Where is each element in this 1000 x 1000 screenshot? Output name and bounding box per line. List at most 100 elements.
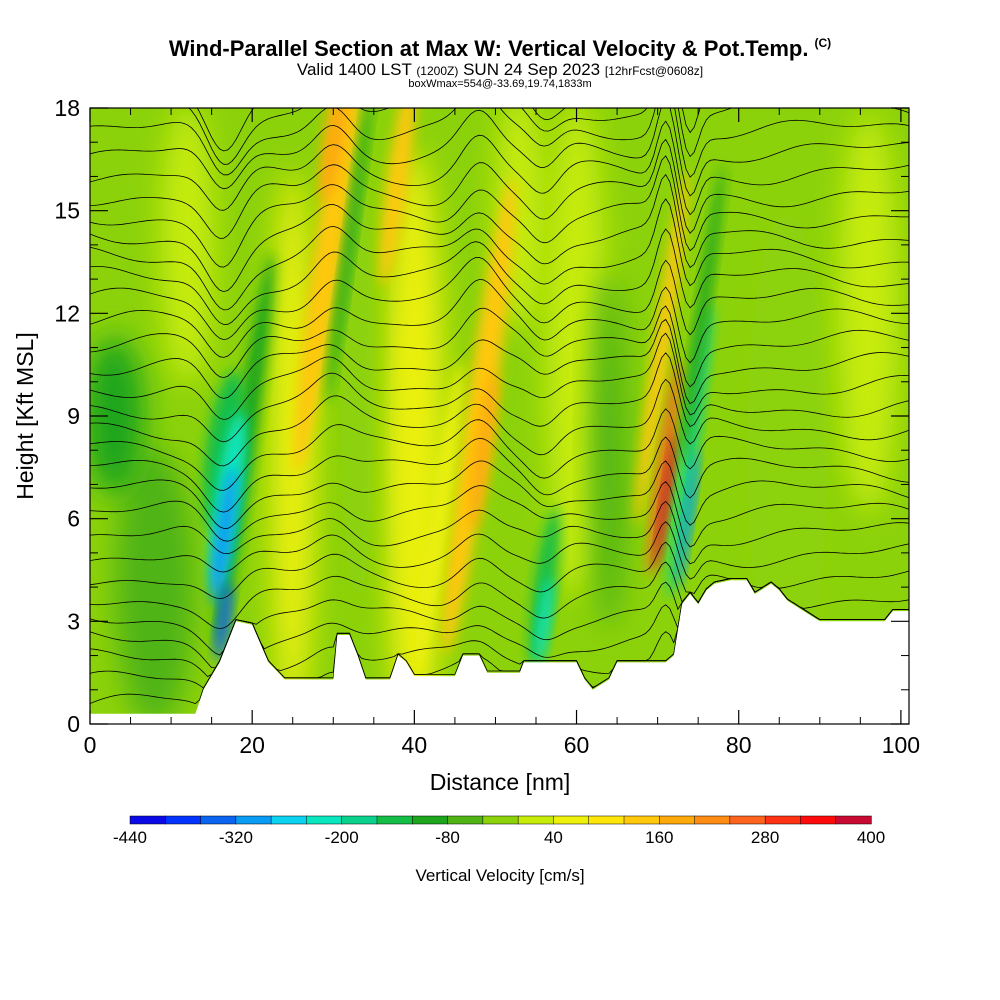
w-core [294, 108, 365, 473]
theta-contour [90, 332, 909, 420]
colorbar-swatch [306, 815, 343, 825]
w-core [443, 178, 516, 654]
theta-contour [90, 541, 909, 600]
theta-contour [90, 305, 909, 388]
colorbar-swatch [835, 815, 872, 825]
chart-title: Wind-Parallel Section at Max W: Vertical… [168, 36, 832, 61]
colorbar-tick-label: -200 [325, 828, 359, 847]
y-axis-label: Height [Kft MSL] [12, 332, 38, 499]
w-region [114, 447, 195, 724]
colorbar-swatch [412, 815, 449, 825]
colorbar-swatch [694, 815, 731, 825]
x-tick-label: 40 [402, 732, 428, 758]
theta-contour [90, 138, 909, 239]
w-core [379, 108, 417, 286]
theta-contour [188, 108, 909, 165]
theta-contour [90, 120, 909, 216]
colorbar-tick-label: 280 [751, 828, 779, 847]
theta-contour [90, 108, 909, 178]
colorbar-swatch [800, 815, 837, 825]
colorbar-tick-label: 160 [645, 828, 673, 847]
copyright-mark: (C) [814, 36, 832, 50]
x-tick-label: 80 [726, 732, 752, 758]
w-region [270, 170, 315, 724]
y-tick-label: 0 [67, 711, 80, 737]
colorbar-swatch [376, 815, 413, 825]
w-core [215, 581, 232, 661]
colorbar-swatch [623, 815, 660, 825]
theta-contour [90, 436, 909, 513]
w-core [320, 108, 347, 202]
x-axis: 0 20 40 60 80 100 [84, 108, 920, 758]
theta-contour [90, 155, 909, 268]
colorbar-tick-label: -320 [219, 828, 253, 847]
y-tick-label: 18 [54, 95, 80, 121]
colorbar-swatch [341, 815, 378, 825]
w-core [535, 576, 553, 666]
colorbar-swatch [165, 815, 202, 825]
colorbar-tick-label: 40 [544, 828, 563, 847]
colorbar-swatch [764, 815, 802, 825]
x-tick-label: 100 [882, 732, 920, 758]
w-core [469, 370, 497, 530]
x-tick-label: 0 [84, 732, 97, 758]
colorbar-swatch [129, 815, 166, 825]
y-tick-label: 12 [54, 300, 80, 326]
w-core [647, 358, 681, 577]
y-tick-label: 6 [67, 506, 80, 532]
colorbar: -440 -320 -200 -80 40 160 280 400 [113, 815, 885, 847]
theta-contour [90, 521, 909, 580]
w-core [680, 164, 724, 462]
colorbar-swatch [517, 815, 555, 825]
w-core [668, 301, 713, 599]
w-core [326, 108, 373, 404]
vertical-velocity-field [90, 108, 899, 724]
theta-contour [90, 228, 909, 325]
chart-boxwmax-note: boxWmax=554@-33.69,19.74,1833m [408, 78, 592, 90]
x-tick-label: 60 [564, 732, 590, 758]
x-axis-label: Distance [nm] [430, 769, 571, 795]
theta-contour [196, 108, 701, 152]
w-region [161, 108, 214, 385]
theta-contour [90, 481, 909, 548]
theta-contour [90, 460, 909, 529]
theta-contour [90, 198, 909, 311]
y-tick-label: 9 [67, 403, 80, 429]
chart-subtitle: Valid 1400 LST (1200Z) SUN 24 Sep 2023 [… [296, 60, 704, 79]
terrain-mask [90, 580, 909, 724]
theta-contour [90, 318, 909, 405]
theta-contour [90, 108, 909, 197]
colorbar-label: Vertical Velocity [cm/s] [415, 866, 584, 885]
w-core [202, 370, 245, 530]
theta-contour [90, 408, 909, 491]
w-region [838, 113, 899, 514]
y-tick-label: 15 [54, 198, 80, 224]
colorbar-swatch [447, 815, 484, 825]
x-tick-label: 20 [239, 732, 265, 758]
theta-contour [90, 279, 909, 364]
theta-contour [90, 256, 909, 341]
y-tick-label: 3 [67, 608, 80, 634]
w-region [747, 210, 828, 691]
w-core [677, 449, 699, 588]
colorbar-swatch [729, 815, 766, 825]
plot-area [90, 108, 909, 724]
theta-contour [90, 352, 909, 443]
colorbar-swatch [235, 815, 272, 825]
theta-contour [90, 500, 909, 565]
colorbar-tick-label: -440 [113, 828, 147, 847]
w-region [90, 336, 145, 496]
colorbar-swatch [200, 815, 237, 825]
colorbar-swatch [482, 815, 519, 825]
colorbar-swatch [588, 815, 625, 825]
colorbar-swatch [659, 815, 696, 825]
theta-contour [90, 378, 909, 467]
w-core [529, 507, 559, 667]
colorbar-swatch [553, 815, 590, 825]
w-core [635, 169, 688, 526]
colorbar-tick-label: 400 [857, 828, 885, 847]
theta-contour [90, 173, 909, 293]
colorbar-swatch [270, 815, 308, 825]
colorbar-tick-label: -80 [435, 828, 460, 847]
